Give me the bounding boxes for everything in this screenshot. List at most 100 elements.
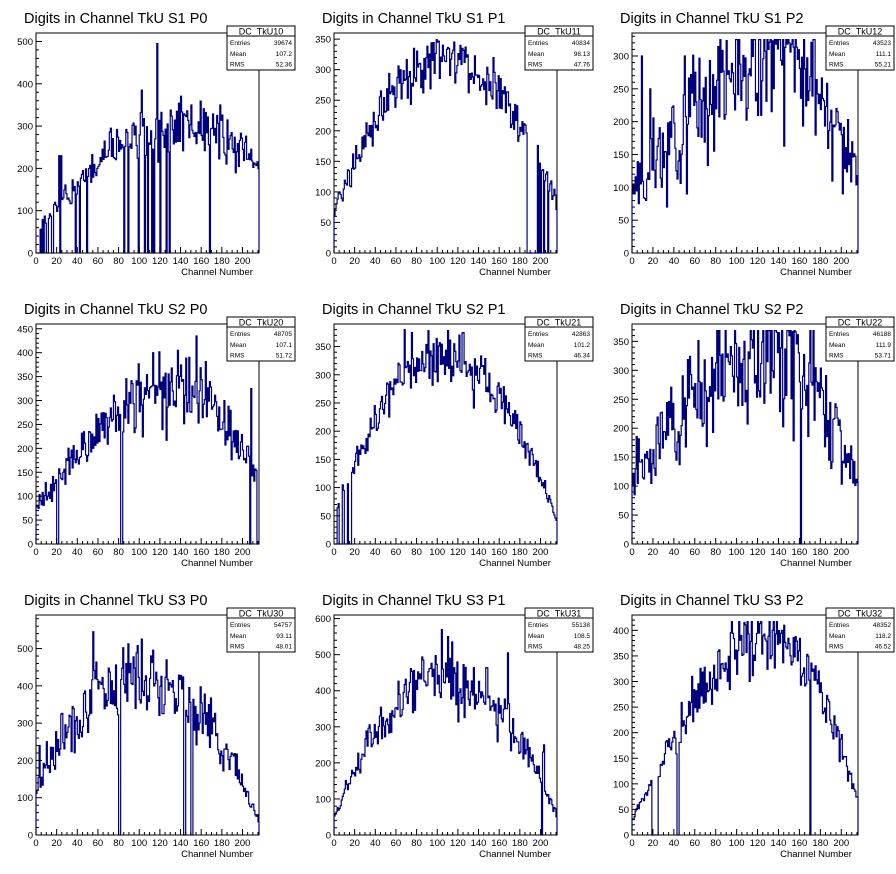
- x-tick-label: 160: [491, 256, 507, 267]
- stats-label-mean: Mean: [230, 342, 247, 349]
- x-tick-label: 140: [471, 838, 487, 849]
- x-tick-label: 100: [729, 838, 745, 849]
- x-tick-label: 60: [689, 838, 700, 849]
- stats-histogram-name: DC_TkU11: [537, 27, 581, 37]
- x-tick-label: 40: [669, 547, 680, 558]
- chart-title: Digits in Channel TkU S3 P0: [24, 593, 208, 609]
- y-tick-label: 500: [17, 37, 33, 48]
- histogram-panel: 0 20 40 60 80 100 120 140 160 180 200 0 50 100 150 200 2…: [17, 302, 296, 569]
- stats-label-mean: Mean: [230, 51, 247, 58]
- x-tick-label: 140: [771, 838, 787, 849]
- x-tick-label: 160: [193, 256, 209, 267]
- stats-label-rms: RMS: [528, 353, 543, 360]
- x-tick-label: 0: [629, 838, 634, 849]
- x-tick-label: 200: [833, 838, 849, 849]
- stats-label-rms: RMS: [829, 62, 844, 69]
- histogram-panel: 0 20 40 60 80 100 120 140 160 180 200 0 50 100 150 200 2…: [613, 11, 895, 278]
- x-tick-label: 100: [429, 256, 445, 267]
- stats-histogram-name: DC_TkU22: [838, 318, 883, 328]
- histogram-series: [35, 335, 259, 545]
- y-tick-label: 500: [315, 650, 331, 661]
- x-tick-label: 180: [214, 547, 230, 558]
- y-tick-label: 0: [624, 540, 629, 551]
- y-tick-label: 50: [320, 511, 331, 522]
- y-tick-label: 250: [315, 96, 331, 107]
- stats-box: DC_TkU20 Entries 48705 Mean 107.1 RMS 51.72: [226, 316, 296, 362]
- x-tick-label: 140: [173, 547, 189, 558]
- stats-box: DC_TkU21 Entries 42863 Mean 101.2 RMS 46.34: [524, 316, 594, 362]
- stats-value-mean: 98.13: [574, 51, 591, 58]
- stats-value-entries: 40834: [572, 40, 590, 47]
- x-axis-title: Channel Number: [780, 558, 852, 569]
- stats-value-rms: 55.21: [875, 62, 892, 69]
- y-tick-label: 350: [613, 337, 629, 348]
- stats-value-entries: 48352: [873, 622, 891, 629]
- x-tick-label: 40: [669, 256, 680, 267]
- stats-box: DC_TkU12 Entries 43523 Mean 111.1 RMS 55.21: [825, 25, 895, 71]
- x-tick-label: 120: [750, 256, 766, 267]
- y-tick-label: 150: [315, 157, 331, 168]
- x-tick-label: 200: [533, 547, 549, 558]
- chart-title: Digits in Channel TkU S2 P2: [620, 302, 804, 318]
- x-tick-label: 200: [235, 547, 251, 558]
- y-tick-label: 150: [315, 455, 331, 466]
- stats-value-entries: 46188: [873, 331, 891, 338]
- x-tick-label: 200: [833, 256, 849, 267]
- x-axis-title: Channel Number: [780, 849, 852, 860]
- y-tick-label: 350: [613, 651, 629, 662]
- y-tick-label: 300: [315, 370, 331, 381]
- x-axis: 0 20 40 60 80 100 120 140 160 180 200: [331, 538, 557, 558]
- y-axis: 0 50 100 150 200 250 300 350: [315, 323, 340, 551]
- x-axis-title: Channel Number: [181, 849, 253, 860]
- x-tick-label: 40: [370, 838, 381, 849]
- x-tick-label: 100: [729, 256, 745, 267]
- y-axis: 0 100 200 300 400 500: [17, 618, 42, 842]
- stats-box: DC_TkU10 Entries 39674 Mean 107.2 RMS 52.36: [226, 25, 296, 71]
- stats-value-entries: 42863: [572, 331, 590, 338]
- stats-value-mean: 107.1: [276, 342, 293, 349]
- x-tick-label: 80: [710, 256, 721, 267]
- y-tick-label: 400: [17, 79, 33, 90]
- stats-label-rms: RMS: [829, 644, 844, 651]
- y-tick-label: 300: [613, 51, 629, 62]
- x-tick-label: 0: [629, 256, 634, 267]
- stats-value-rms: 46.52: [875, 644, 892, 651]
- x-tick-label: 60: [391, 547, 402, 558]
- x-tick-label: 100: [429, 838, 445, 849]
- x-tick-label: 80: [710, 838, 721, 849]
- y-tick-label: 50: [618, 805, 629, 816]
- y-tick-label: 400: [315, 686, 331, 697]
- histogram-series: [631, 330, 859, 545]
- x-tick-label: 160: [491, 547, 507, 558]
- x-tick-label: 20: [648, 256, 659, 267]
- x-tick-label: 0: [331, 547, 336, 558]
- x-axis-title: Channel Number: [181, 558, 253, 569]
- x-tick-label: 40: [370, 256, 381, 267]
- plot-frame: [333, 614, 558, 836]
- y-tick-label: 100: [613, 779, 629, 790]
- x-tick-label: 20: [51, 838, 62, 849]
- stats-value-mean: 111.9: [876, 342, 892, 349]
- plot-frame: [35, 614, 260, 836]
- stats-box: DC_TkU11 Entries 40834 Mean 98.13 RMS 47.76: [524, 25, 594, 71]
- x-axis: 0 20 40 60 80 100 120 140 160 180 200: [629, 829, 858, 849]
- x-tick-label: 160: [791, 838, 807, 849]
- x-tick-label: 100: [131, 256, 147, 267]
- x-axis-title: Channel Number: [479, 267, 551, 278]
- stats-value-mean: 111.1: [876, 51, 892, 58]
- histogram-panel: 0 20 40 60 80 100 120 140 160 180 200 0 100 200 300 400…: [17, 593, 296, 860]
- y-tick-label: 200: [613, 424, 629, 435]
- stats-label-entries: Entries: [829, 40, 850, 47]
- stats-box: DC_TkU30 Entries 54757 Mean 93.11 RMS 48.01: [226, 607, 296, 653]
- stats-label-mean: Mean: [528, 633, 545, 640]
- x-tick-label: 120: [450, 256, 466, 267]
- x-tick-label: 60: [93, 547, 104, 558]
- x-tick-label: 80: [113, 838, 124, 849]
- y-tick-label: 300: [613, 677, 629, 688]
- y-tick-label: 150: [17, 468, 33, 479]
- y-tick-label: 300: [315, 722, 331, 733]
- stats-box-frame: [825, 607, 895, 653]
- stats-histogram-name: DC_TkU32: [838, 609, 883, 619]
- y-tick-label: 100: [17, 492, 33, 503]
- x-tick-label: 0: [331, 256, 336, 267]
